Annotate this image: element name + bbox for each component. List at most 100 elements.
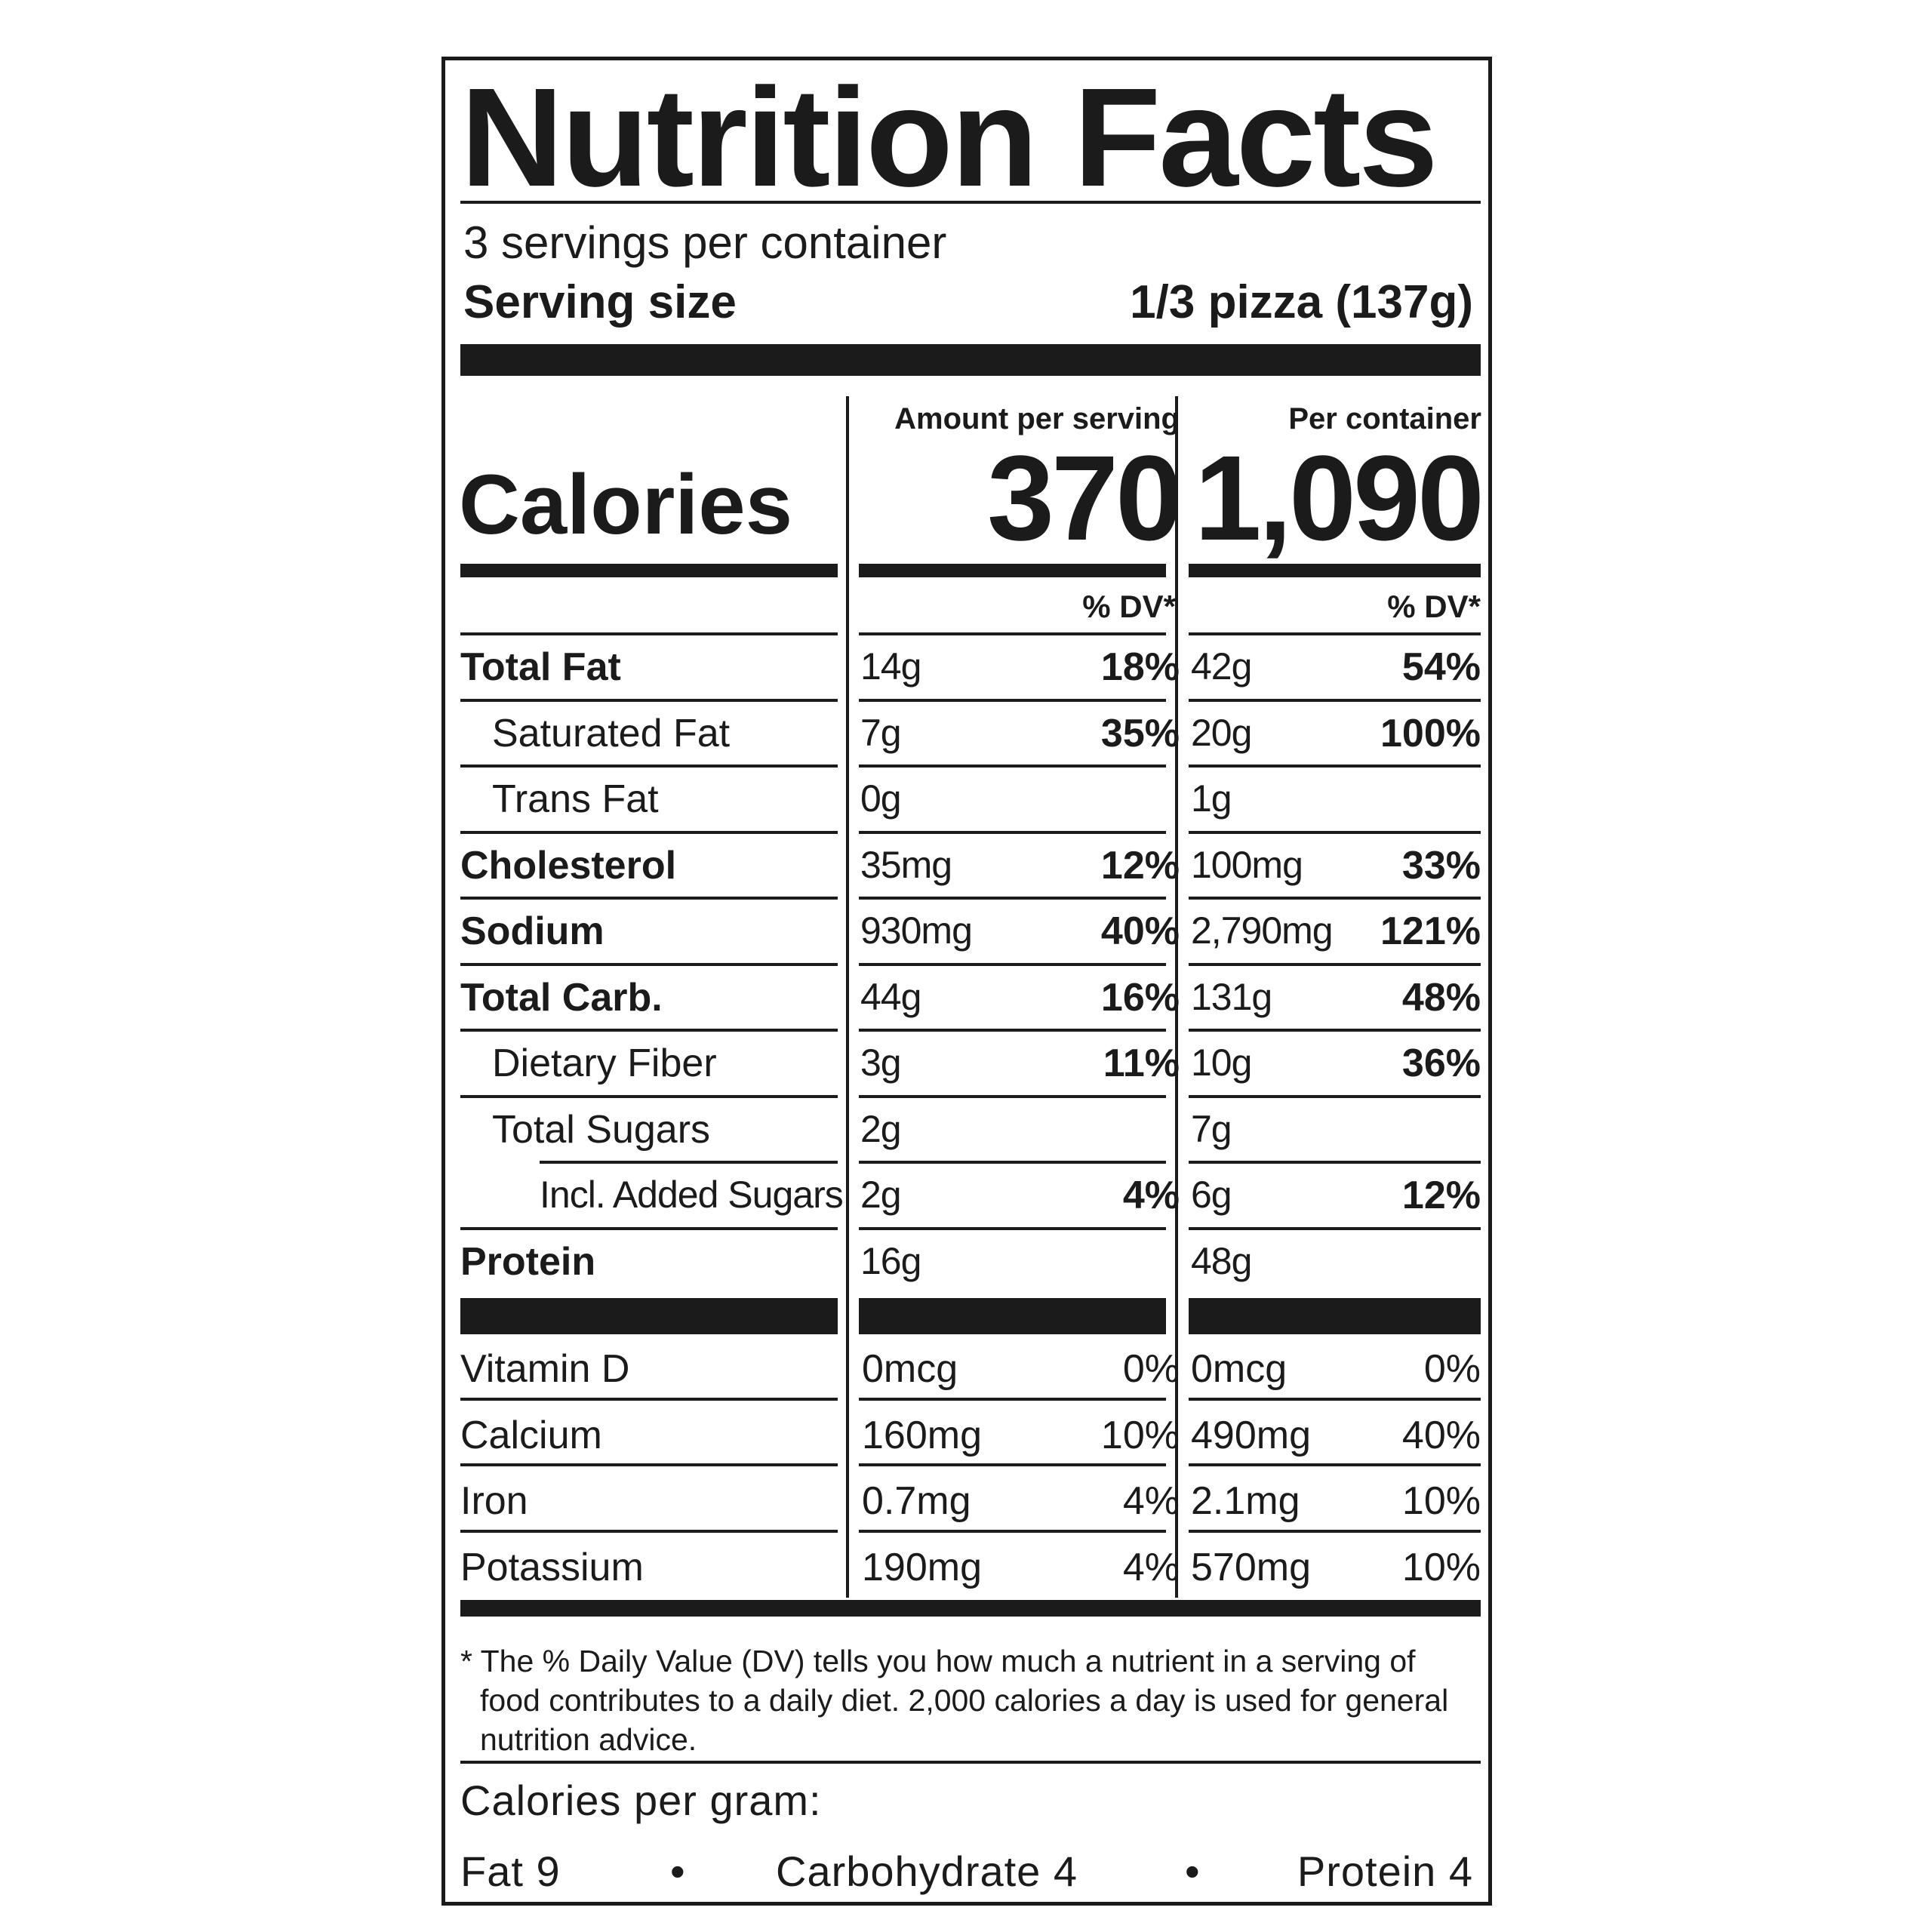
row-divider [1189, 632, 1481, 635]
calories-label: Calories [459, 457, 792, 552]
serving-amount: 0mcg [862, 1347, 958, 1391]
row-divider [1189, 1397, 1481, 1401]
serving-amount: 44g [860, 975, 921, 1018]
container-dv: 48% [1401, 975, 1481, 1020]
container-dv: 10% [1401, 1479, 1481, 1523]
serving-dv: 18% [1100, 645, 1180, 689]
row-divider [460, 1529, 838, 1533]
container-amount: 20g [1191, 711, 1252, 754]
nutrient-name: Cholesterol [460, 843, 677, 888]
serving-size-value: 1/3 pizza (137g) [1130, 276, 1473, 328]
serving-dv: 12% [1100, 843, 1180, 888]
serving-amount: 0g [860, 777, 902, 820]
container-dv: 36% [1401, 1041, 1481, 1085]
carbohydrate-per-gram: Carbohydrate 4 [776, 1847, 1078, 1895]
row-divider [460, 1029, 838, 1032]
footnote-line: * The % Daily Value (DV) tells you how m… [460, 1644, 1416, 1678]
per-container-header: Per container [1288, 402, 1481, 435]
row-divider [1189, 1529, 1481, 1533]
nutrient-name: Total Fat [460, 645, 621, 689]
servings-per-container: 3 servings per container [463, 217, 947, 268]
row-divider [859, 1397, 1166, 1401]
thick-divider-bottom [460, 1600, 1481, 1617]
container-dv: 0% [1423, 1347, 1481, 1391]
container-amount: 570mg [1191, 1545, 1311, 1589]
calories-divider [1189, 564, 1481, 577]
row-divider [859, 632, 1166, 635]
container-dv: 100% [1380, 711, 1481, 755]
vitamin-divider [460, 1298, 838, 1334]
container-amount: 42g [1191, 645, 1252, 688]
calories-per-container: 1,090 [1194, 430, 1484, 565]
nutrient-name: Trans Fat [492, 777, 659, 821]
row-divider [1189, 1094, 1481, 1098]
serving-amount: 2g [860, 1107, 902, 1150]
container-amount: 7g [1191, 1107, 1232, 1150]
row-divider [859, 1161, 1166, 1164]
row-divider [460, 698, 838, 702]
serving-amount: 7g [860, 711, 902, 754]
serving-dv: 16% [1100, 975, 1180, 1020]
container-amount: 131g [1191, 975, 1272, 1018]
calories-per-gram-label: Calories per gram: [460, 1777, 822, 1824]
footnote-line: nutrition advice. [480, 1722, 697, 1757]
row-divider [859, 962, 1166, 966]
nutrient-name: Total Sugars [492, 1107, 711, 1152]
row-divider [460, 830, 838, 834]
dv-header-serving: % DV* [1082, 589, 1176, 624]
row-divider [859, 1529, 1166, 1533]
nutrient-name: Saturated Fat [492, 711, 731, 755]
vitamin-name: Iron [460, 1479, 528, 1523]
row-divider [859, 1463, 1166, 1466]
row-divider [1189, 698, 1481, 702]
footnote: * The % Daily Value (DV) tells you how m… [460, 1641, 1448, 1759]
column-separator [1175, 396, 1178, 1598]
nutrient-name: Dietary Fiber [492, 1041, 717, 1085]
serving-dv: 40% [1100, 909, 1180, 953]
row-divider [460, 962, 838, 966]
serving-amount: 16g [860, 1239, 921, 1282]
nutrition-facts-label: Nutrition Facts 3 servings per container… [441, 57, 1492, 1906]
container-dv: 121% [1380, 909, 1481, 953]
vitamin-name: Calcium [460, 1413, 602, 1457]
row-divider [859, 1226, 1166, 1230]
row-divider [859, 830, 1166, 834]
label-title: Nutrition Facts [460, 60, 1438, 216]
serving-amount: 160mg [862, 1413, 982, 1457]
container-amount: 0mcg [1191, 1347, 1287, 1391]
container-amount: 100mg [1191, 843, 1303, 886]
row-divider [859, 897, 1166, 900]
divider [460, 201, 1481, 204]
container-amount: 48g [1191, 1239, 1252, 1282]
row-divider [859, 1029, 1166, 1032]
container-amount: 10g [1191, 1041, 1252, 1084]
row-divider [540, 1161, 838, 1164]
dv-header-container: % DV* [1387, 589, 1481, 624]
row-divider [460, 897, 838, 900]
row-divider [1189, 830, 1481, 834]
container-dv: 33% [1401, 843, 1481, 888]
serving-amount: 2g [860, 1174, 902, 1216]
row-divider [1189, 1463, 1481, 1466]
row-divider [1189, 962, 1481, 966]
nutrient-name: Incl. Added Sugars [540, 1174, 844, 1216]
serving-amount: 3g [860, 1041, 902, 1084]
amount-per-serving-header: Amount per serving [894, 402, 1180, 435]
footnote-line: food contributes to a daily diet. 2,000 … [480, 1683, 1449, 1718]
row-divider [460, 1397, 838, 1401]
container-amount: 2.1mg [1191, 1479, 1300, 1523]
serving-dv: 0% [1122, 1347, 1180, 1391]
container-dv: 40% [1401, 1413, 1481, 1457]
row-divider [1189, 1029, 1481, 1032]
serving-dv: 4% [1122, 1479, 1180, 1523]
serving-size-label: Serving size [463, 276, 737, 328]
row-divider [460, 1094, 838, 1098]
nutrient-name: Sodium [460, 909, 605, 953]
row-divider [1189, 764, 1481, 768]
serving-amount: 930mg [860, 909, 973, 952]
vitamin-divider [1189, 1298, 1481, 1334]
serving-amount: 14g [860, 645, 921, 688]
container-dv: 54% [1401, 645, 1481, 689]
row-divider [460, 1463, 838, 1466]
fat-per-gram: Fat 9 [460, 1847, 561, 1895]
